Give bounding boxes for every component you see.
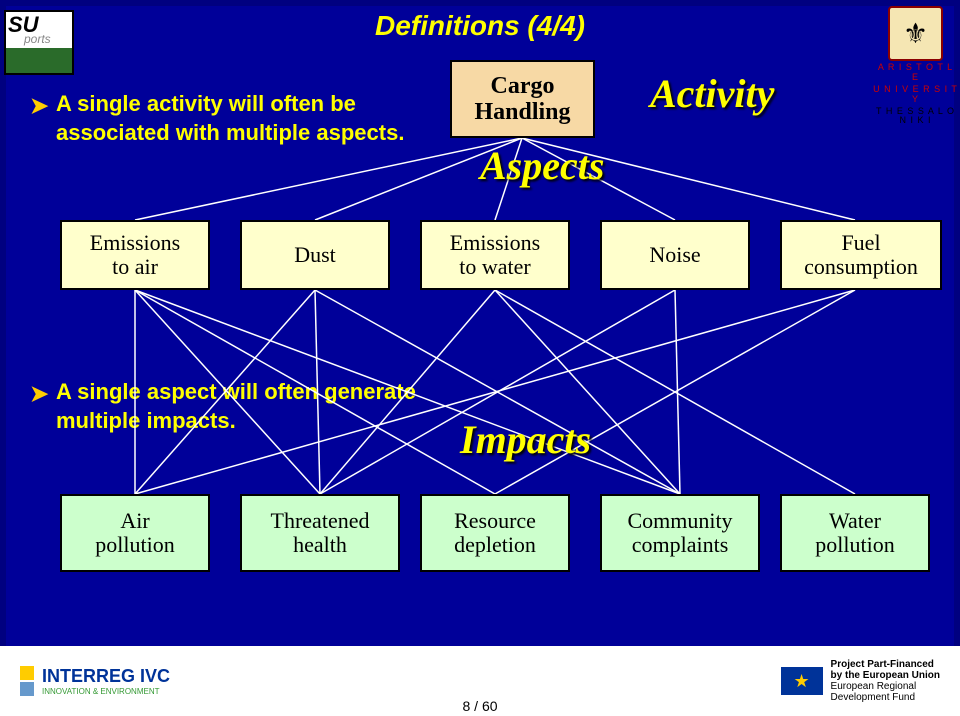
aspect-dust: Dust: [240, 220, 390, 290]
bullet-2: ➤ A single aspect will often generate mu…: [56, 378, 416, 435]
impact-community-complaints: Communitycomplaints: [600, 494, 760, 572]
impact-air-pollution: Airpollution: [60, 494, 210, 572]
page-number: 8 / 60: [458, 698, 501, 714]
impact-resource-depletion: Resourcedepletion: [420, 494, 570, 572]
impact-threatened-health: Threatenedhealth: [240, 494, 400, 572]
su-ports-logo: SUports: [4, 10, 74, 75]
activity-line2: Handling: [474, 99, 570, 125]
aspect-fuel-consumption: Fuelconsumption: [780, 220, 942, 290]
slide-title: Definitions (4/4): [375, 10, 585, 42]
aspects-label: Aspects: [480, 142, 604, 189]
impact-water-pollution: Waterpollution: [780, 494, 930, 572]
activity-line1: Cargo: [491, 73, 555, 99]
bullet-1-text: A single activity will often be associat…: [56, 91, 404, 145]
activity-label: Activity: [650, 70, 774, 117]
eu-funding: ★ Project Part-Financed by the European …: [781, 659, 940, 703]
bullet-arrow-icon: ➤: [30, 92, 48, 121]
bullet-arrow-icon: ➤: [30, 380, 48, 409]
aspect-emissions-water: Emissionsto water: [420, 220, 570, 290]
bullet-1: ➤ A single activity will often be associ…: [56, 90, 416, 147]
aspect-noise: Noise: [600, 220, 750, 290]
impacts-label: Impacts: [460, 416, 591, 463]
interreg-logo: INTERREG IVC INNOVATION & ENVIRONMENT: [20, 666, 170, 696]
activity-box-cargo-handling: Cargo Handling: [450, 60, 595, 138]
aspect-emissions-air: Emissionsto air: [60, 220, 210, 290]
aristotle-logo: ⚜ A R I S T O T L E U N I V E R S I T Y …: [873, 6, 958, 126]
eu-flag-icon: ★: [781, 667, 823, 695]
bullet-2-text: A single aspect will often generate mult…: [56, 379, 416, 433]
